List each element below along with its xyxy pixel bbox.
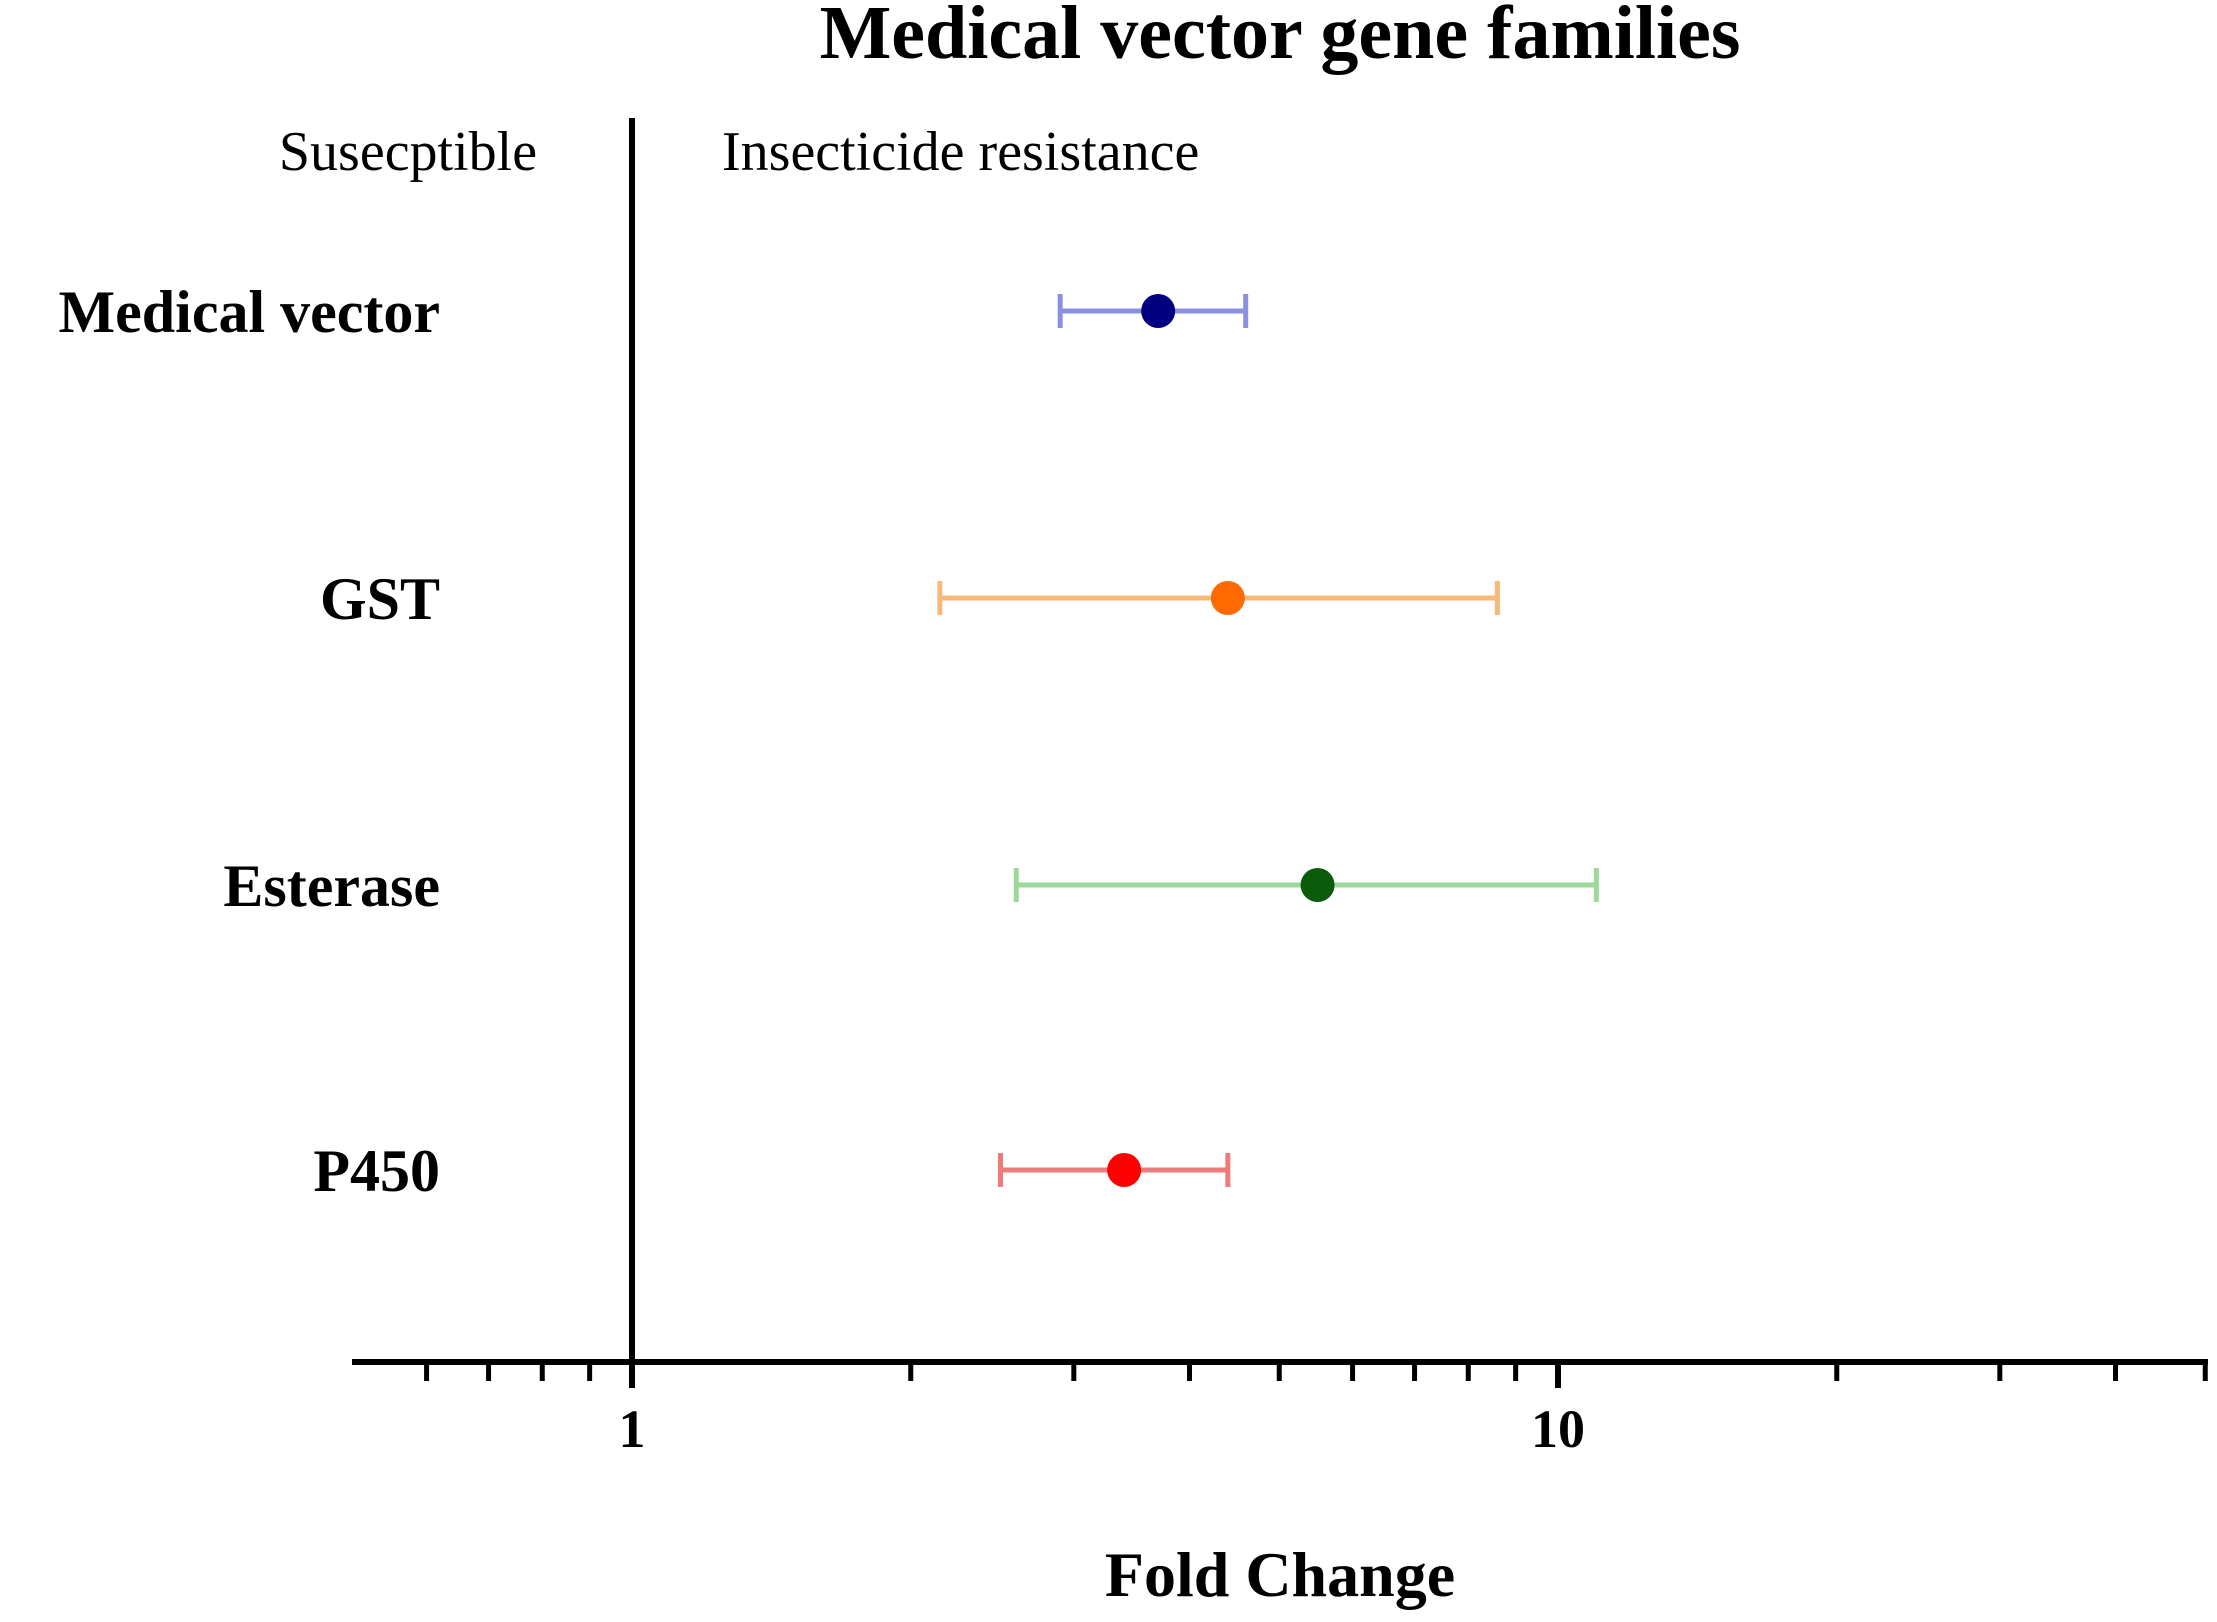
point-estimate [1107, 1153, 1142, 1187]
point-estimate [1210, 581, 1245, 615]
x-tick-label: 10 [1531, 1399, 1585, 1459]
x-axis: 1 10 [352, 1359, 2208, 1459]
category-label: Esterase [223, 853, 440, 919]
point-estimate [1300, 868, 1335, 902]
region-label-left: Susecptible [279, 121, 537, 183]
forest-row: GST [320, 566, 1500, 632]
x-axis-label: Fold Change [1105, 1539, 1455, 1610]
forest-row: Medical vector [59, 279, 1249, 345]
forest-row: Esterase [223, 853, 1599, 919]
region-label-right: Insecticide resistance [722, 121, 1199, 183]
forest-rows: Medical vector GST Esterase P450 [59, 279, 1599, 1204]
category-label: Medical vector [59, 279, 440, 345]
x-tick-label: 1 [619, 1399, 646, 1459]
category-label: P450 [313, 1138, 440, 1204]
forest-row: P450 [313, 1138, 1231, 1204]
chart-title: Medical vector gene families [820, 0, 1741, 75]
point-estimate [1141, 294, 1176, 328]
category-label: GST [320, 566, 440, 632]
